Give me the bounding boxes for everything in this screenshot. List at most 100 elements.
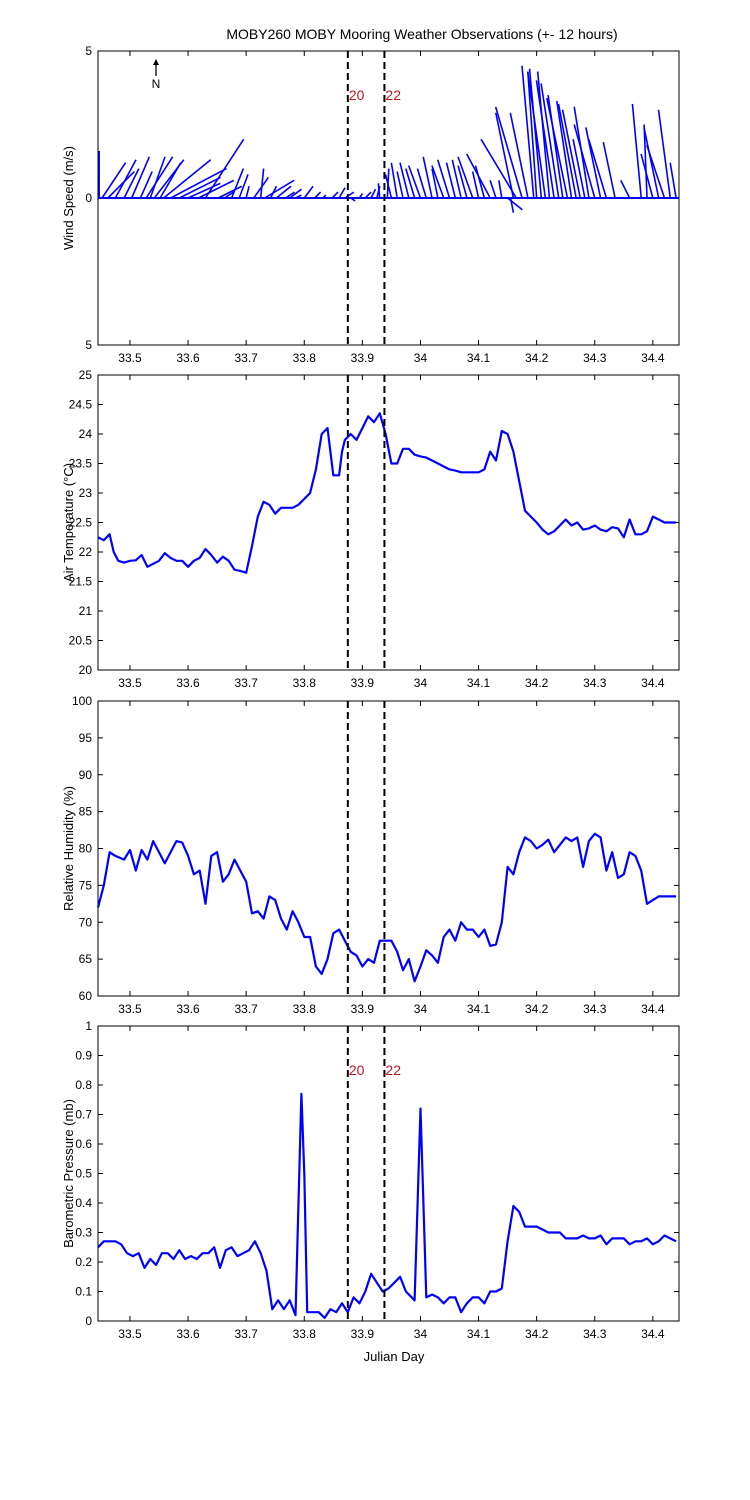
humidity-y-tick-label: 100 (72, 694, 92, 708)
wind-stick (384, 174, 393, 199)
wind-stick (498, 180, 503, 199)
wind-stick (457, 156, 474, 199)
pressure-x-tick-label: 34.3 (583, 1327, 607, 1341)
humidity-x-tick-label: 34.3 (583, 1002, 607, 1016)
temp-y-tick-label: 25 (79, 368, 93, 382)
wind-stick (178, 176, 221, 199)
wind-stick (521, 65, 535, 199)
temp-y-tick-label: 24 (79, 427, 93, 441)
pressure-y-tick-label: 0.7 (75, 1108, 92, 1122)
wind-x-tick-label: 34.2 (525, 351, 549, 365)
pressure-y-tick-label: 0.4 (75, 1196, 92, 1210)
wind-stick (145, 156, 174, 199)
wind-stick (396, 171, 404, 199)
wind-stick (509, 197, 515, 213)
temp-x-tick-label: 34.2 (525, 676, 549, 690)
temp-x-tick-label: 34.4 (641, 676, 665, 690)
wind-vline-label: 20 (349, 87, 365, 103)
wind-stick (669, 162, 677, 199)
wind-stick (643, 124, 648, 199)
wind-x-tick-label: 33.5 (118, 351, 142, 365)
wind-stick (585, 127, 602, 199)
wind-stick (526, 71, 547, 199)
wind-stick (561, 109, 582, 199)
wind-stick (494, 106, 523, 199)
pressure-x-tick-label: 33.9 (351, 1327, 375, 1341)
temp-y-axis-label: Air Temperature (°C) (61, 463, 76, 582)
wind-stick (285, 191, 295, 199)
pressure-y-tick-label: 0.9 (75, 1049, 92, 1063)
wind-stick (101, 162, 127, 199)
wind-stick (445, 162, 457, 199)
wind-stick (390, 162, 399, 199)
temp-x-tick-label: 34.1 (467, 676, 491, 690)
wind-stick (643, 127, 660, 199)
wind-stick (540, 83, 560, 199)
humidity-x-tick-label: 33.6 (176, 1002, 200, 1016)
wind-stick (431, 165, 445, 199)
wind-stick (640, 153, 654, 199)
pressure-y-tick-label: 0.2 (75, 1255, 92, 1269)
pressure-y-tick-label: 0.1 (75, 1285, 92, 1299)
pressure-vline-label: 22 (385, 1062, 401, 1078)
wind-stick (130, 156, 151, 199)
temp-y-tick-label: 22.5 (69, 516, 93, 530)
wind-stick (344, 191, 355, 199)
wind-x-tick-label: 33.8 (293, 351, 317, 365)
humidity-y-tick-label: 65 (79, 952, 93, 966)
temp-y-tick-label: 23.5 (69, 457, 93, 471)
temp-series-line (97, 412, 677, 574)
wind-stick (573, 124, 596, 199)
north-arrowhead-icon (153, 59, 159, 65)
wind-x-tick-label: 33.9 (351, 351, 375, 365)
humidity-series-line (96, 832, 677, 983)
humidity-y-tick-label: 80 (79, 842, 93, 856)
wind-stick (338, 187, 346, 199)
temp-x-tick-label: 34.3 (583, 676, 607, 690)
x-axis-label: Julian Day (364, 1349, 425, 1364)
wind-stick (416, 168, 428, 199)
humidity-y-tick-label: 70 (79, 915, 93, 929)
pressure-y-tick-label: 1 (85, 1019, 92, 1033)
wind-stick (494, 112, 515, 199)
humidity-y-tick-label: 60 (79, 989, 93, 1003)
wind-stick (264, 179, 295, 199)
wind-stick (457, 165, 468, 199)
wind-x-tick-label: 34.4 (641, 351, 665, 365)
wind-stick (399, 162, 410, 199)
wind-stick (358, 193, 364, 199)
wind-stick (471, 171, 480, 199)
pressure-y-tick-label: 0 (85, 1314, 92, 1328)
wind-y-tick-label: 5 (85, 44, 92, 58)
wind-stick (139, 171, 153, 199)
wind-stick (587, 138, 608, 199)
wind-vline-label: 22 (385, 87, 401, 103)
wind-stick (364, 191, 372, 199)
pressure-y-tick-label: 0.5 (75, 1167, 92, 1181)
wind-stick (509, 112, 529, 199)
wind-stick (295, 194, 302, 199)
wind-stick (480, 138, 518, 199)
wind-stick (107, 170, 135, 199)
wind-x-tick-label: 34.1 (467, 351, 491, 365)
wind-stick (303, 185, 314, 199)
pressure-x-tick-label: 33.8 (293, 1327, 317, 1341)
temp-y-tick-label: 20 (79, 663, 93, 677)
wind-speed-panel: 33.5 33.6 33.7 33.8 33.9 34 34.1 34.2 34.3 34.4 5 0… (61, 44, 680, 365)
wind-stick (465, 153, 491, 199)
pressure-x-tick-label: 33.7 (234, 1327, 258, 1341)
temp-y-tick-label: 21.5 (69, 575, 93, 589)
humidity-x-tick-label: 34.2 (525, 1002, 549, 1016)
wind-stick (114, 159, 137, 199)
wind-stick (527, 71, 538, 199)
wind-stick (536, 71, 551, 199)
wind-stick (535, 80, 555, 199)
wind-stick (489, 180, 497, 199)
wind-stick (289, 188, 302, 199)
wind-stick (631, 103, 643, 199)
pressure-x-tick-label: 34.2 (525, 1327, 549, 1341)
wind-stick (350, 197, 356, 202)
wind-x-tick-label: 34 (414, 351, 428, 365)
wind-stick (123, 168, 140, 199)
wind-stick (314, 191, 322, 199)
